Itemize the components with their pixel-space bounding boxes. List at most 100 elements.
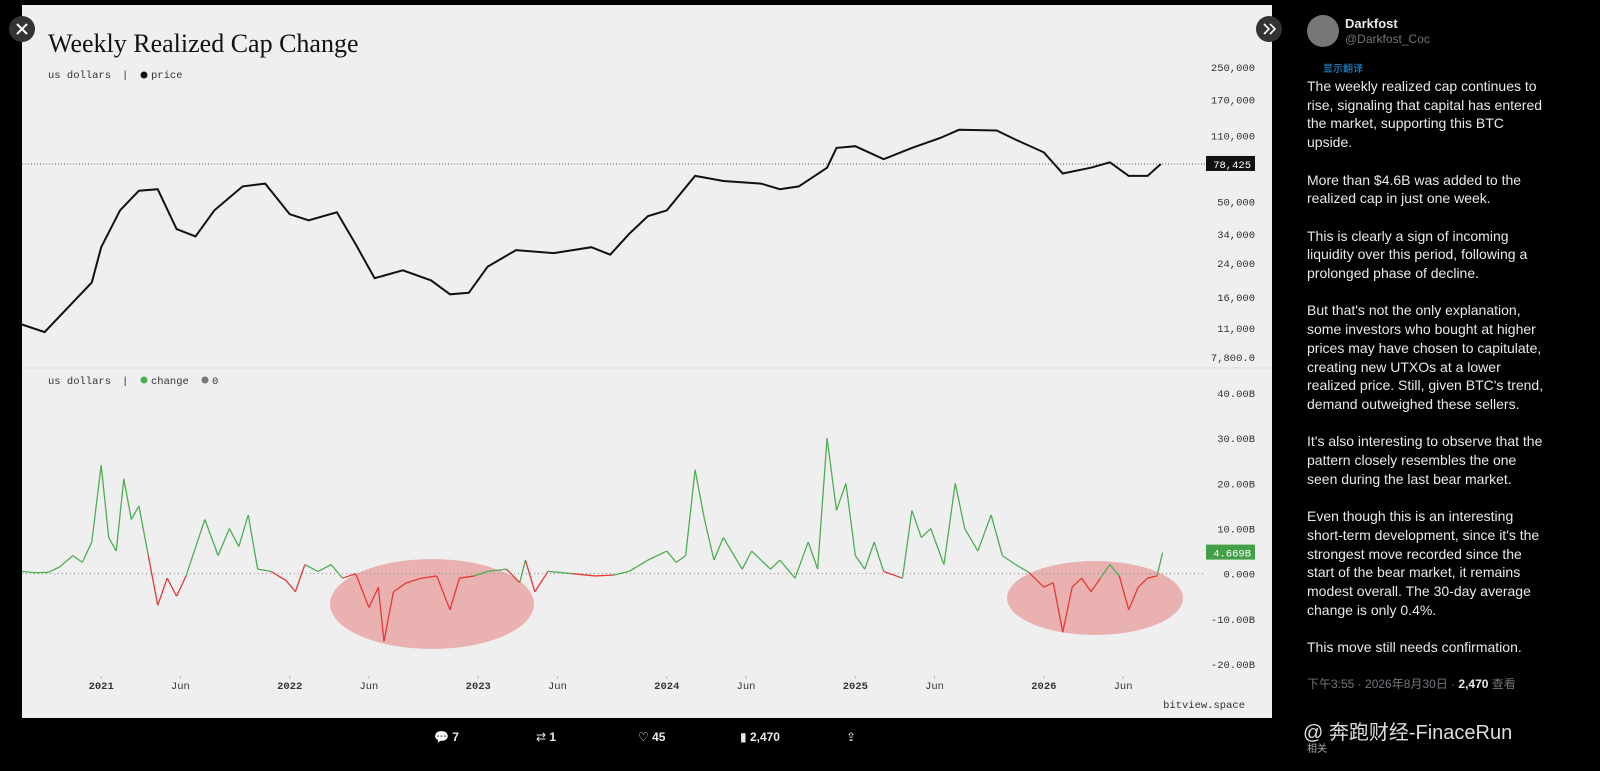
- x-tick-label: Jun: [1114, 681, 1133, 693]
- views-button[interactable]: ▮ 2,470: [740, 730, 780, 744]
- x-tick-label: Jun: [171, 681, 190, 693]
- change-segment: [294, 564, 306, 592]
- change-segment: [613, 570, 630, 576]
- change-segment: [595, 574, 615, 577]
- views-label: 查看: [1491, 677, 1516, 691]
- x-tick-label: 2025: [843, 681, 868, 693]
- legend-swatch: [140, 71, 148, 79]
- change-segment: [285, 580, 296, 593]
- change-segment: [449, 577, 461, 610]
- value-tag-label: 4.669B: [1213, 549, 1251, 561]
- change-segment: [901, 510, 913, 579]
- change-segment: [185, 519, 206, 577]
- change-segment: [722, 537, 743, 570]
- tweet-paragraph: This move still needs confirmation.: [1307, 639, 1522, 655]
- change-segment: [1118, 575, 1130, 610]
- author-name[interactable]: Darkfost: [1345, 16, 1398, 31]
- tweet-paragraph: But that's not the only explanation, som…: [1307, 302, 1544, 412]
- change-segment: [873, 541, 885, 572]
- change-segment: [368, 586, 379, 608]
- tweet-paragraph: The weekly realized cap continues to ris…: [1307, 78, 1543, 151]
- avatar[interactable]: [1307, 15, 1339, 47]
- change-segment: [406, 577, 422, 584]
- change-segment: [883, 570, 903, 579]
- y-tick-label: 40.00B: [1217, 389, 1255, 401]
- change-segment: [519, 559, 527, 583]
- x-tick-label: Jun: [925, 681, 944, 693]
- legend-label: 0: [212, 376, 218, 388]
- change-segment: [1062, 587, 1073, 633]
- separator: |: [122, 70, 128, 82]
- change-segment: [147, 555, 159, 606]
- translate-link[interactable]: 显示翻译: [1323, 64, 1363, 75]
- x-tick-label: 2024: [654, 681, 679, 693]
- change-segment: [628, 559, 649, 572]
- repost-count: 1: [549, 730, 557, 744]
- change-segment: [835, 483, 847, 511]
- change-segment: [247, 514, 259, 570]
- change-segment: [741, 550, 753, 570]
- change-segment: [130, 505, 140, 520]
- reply-count: 7: [452, 730, 459, 744]
- change-segment: [854, 555, 866, 570]
- change-segment: [459, 575, 475, 579]
- change-segment: [1128, 586, 1139, 611]
- change-segment: [421, 575, 437, 579]
- reply-button[interactable]: 💬 7: [434, 730, 459, 744]
- price-line: [21, 128, 1162, 334]
- change-segment: [138, 505, 149, 556]
- change-segment: [779, 559, 796, 579]
- tweet-panel: Darkfost @Darkfost_Coc 显示翻译 The weekly r…: [1295, 0, 1600, 771]
- change-segment: [330, 564, 344, 579]
- change-segment: [703, 519, 715, 561]
- watermark: @ 奔跑财经-FinaceRun: [1303, 722, 1513, 744]
- chart-title: Weekly Realized Cap Change: [48, 29, 359, 58]
- change-segment: [930, 528, 945, 565]
- change-segment: [816, 438, 828, 570]
- tweet-meta: 下午3:55 · 2026年8月30日 · 2,470 查看: [1307, 675, 1516, 692]
- related-link[interactable]: 相关: [1307, 744, 1327, 755]
- change-segment: [228, 528, 240, 547]
- separator: |: [122, 376, 128, 388]
- change-segment: [572, 573, 596, 577]
- price-tag-label: 78,425: [1213, 160, 1251, 172]
- x-tick-label: 2022: [277, 681, 302, 693]
- change-segment: [1090, 577, 1101, 593]
- unit-label: us dollars: [48, 70, 111, 82]
- change-segment: [48, 566, 60, 573]
- change-segment: [990, 514, 1004, 556]
- change-segment: [81, 541, 93, 563]
- legend-swatch: [201, 376, 209, 384]
- timestamp: 下午3:55 · 2026年8月30日 ·: [1307, 677, 1459, 691]
- change-segment: [911, 510, 922, 538]
- change-segment: [1071, 577, 1083, 588]
- author-handle[interactable]: @Darkfost_Coc: [1345, 32, 1430, 46]
- change-segment: [954, 483, 966, 529]
- change-segment: [176, 575, 187, 597]
- tweet-paragraph: This is clearly a sign of incoming liqui…: [1307, 227, 1528, 281]
- close-icon: [16, 23, 28, 35]
- share-button[interactable]: ⇪: [846, 730, 857, 744]
- change-segment: [977, 514, 992, 552]
- change-segment: [1156, 552, 1164, 577]
- change-segment: [270, 570, 287, 581]
- change-segment: [383, 591, 395, 642]
- unit-label: us dollars: [48, 376, 111, 388]
- y-tick-label: 11,000: [1217, 324, 1255, 336]
- y-tick-label: 30.00B: [1217, 434, 1255, 446]
- y-tick-label: 110,000: [1211, 132, 1255, 144]
- change-segment: [217, 528, 230, 556]
- y-tick-label: 24,000: [1217, 259, 1255, 271]
- change-segment: [920, 528, 932, 539]
- repost-button[interactable]: ⇄ 1: [536, 730, 557, 744]
- action-bar: 💬 7 ⇄ 1 ♡ 45 ▮ 2,470 ⇪: [420, 720, 950, 754]
- source: bitview.space: [1163, 700, 1245, 712]
- change-segment: [393, 582, 407, 593]
- y-tick-label: 34,000: [1217, 230, 1255, 242]
- like-button[interactable]: ♡ 45: [638, 730, 666, 744]
- y-tick-label: 0.000: [1223, 570, 1255, 582]
- change-segment: [166, 577, 178, 597]
- expand-icon: [1263, 23, 1277, 35]
- y-tick-label: 50,000: [1217, 198, 1255, 210]
- change-segment: [317, 564, 332, 572]
